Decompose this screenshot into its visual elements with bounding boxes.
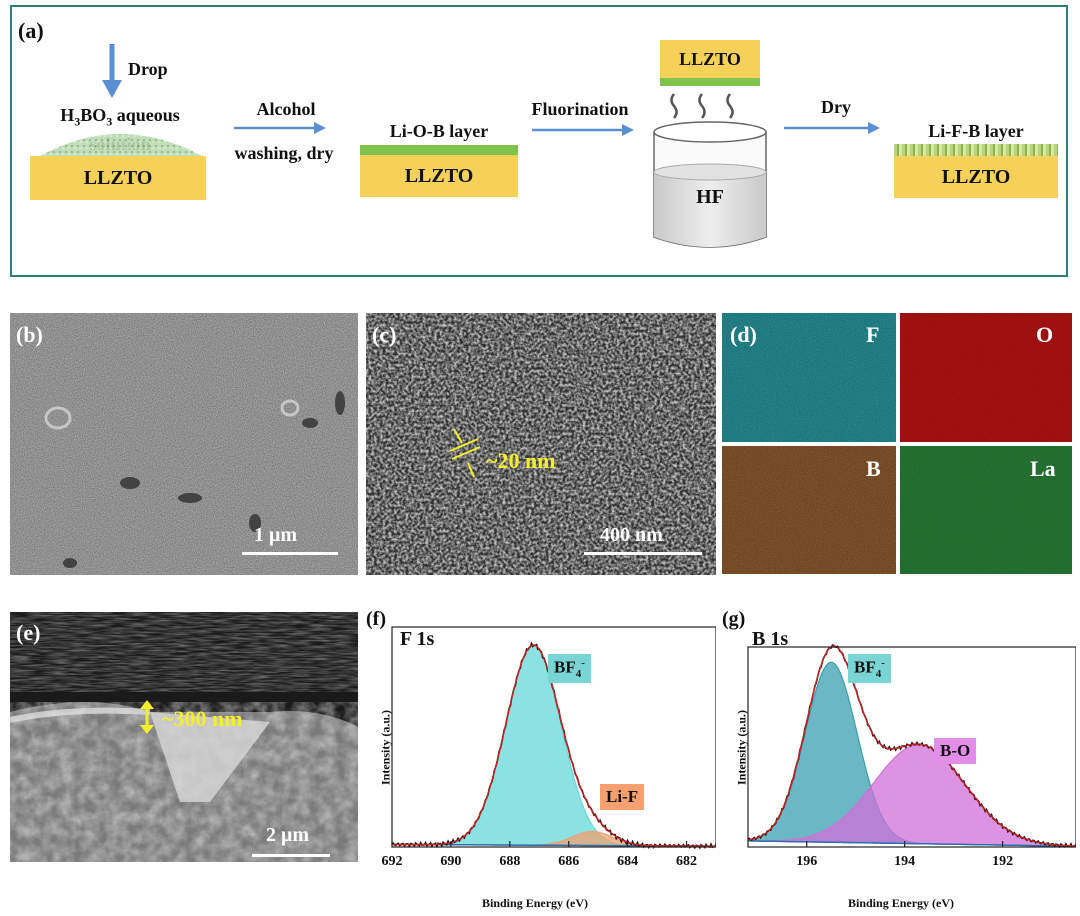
x-tick-label-0: 692 — [382, 854, 403, 869]
panel-a-label: (a) — [18, 18, 44, 43]
x-tick-label-5: 682 — [676, 854, 697, 869]
eds-label-la: La — [1030, 456, 1056, 481]
scale-label-e: 2 μm — [266, 824, 309, 846]
sem-image-e — [10, 612, 358, 862]
panel-f-label: (f) — [366, 608, 386, 630]
chart-g-xlabel: Binding Energy (eV) — [848, 896, 955, 910]
eds-map-o — [900, 313, 1072, 442]
scale-bar-b — [242, 552, 338, 555]
panel-d-label: (d) — [730, 322, 757, 347]
xps-chart-f1s: 692 690 688 686 684 682 — [382, 626, 716, 869]
arrow-right-icon — [784, 122, 880, 134]
chart-g-ylabel: Intensity (a.u.) — [734, 710, 749, 786]
xps-chart-b1s: 196 194 192 — [747, 644, 1076, 869]
peak-label-bf4-g: BF4- — [848, 654, 891, 684]
chart-f-title: F 1s — [400, 628, 435, 650]
feature-label-e: ~300 nm — [162, 706, 243, 731]
plot-frame — [747, 646, 1076, 848]
chart-f-xlabel: Binding Energy (eV) — [482, 896, 589, 910]
peak-label-lif: Li-F — [600, 784, 645, 810]
fit-envelope-line — [392, 644, 716, 847]
schematic-panel — [10, 5, 1068, 277]
x-tick-label-2: 688 — [499, 854, 520, 869]
x-tick-label-4: 684 — [617, 854, 638, 869]
eds-label-o: O — [1036, 322, 1054, 347]
llzto-substrate-4: LLZTO — [894, 156, 1058, 198]
chart-f-ylabel: Intensity (a.u.) — [378, 710, 393, 786]
scale-bar-e — [252, 854, 330, 857]
hf-beaker-icon — [653, 93, 767, 248]
x-tick-label-2: 192 — [992, 854, 1013, 869]
sem-image-b — [10, 313, 358, 575]
scale-label-c: 400 nm — [600, 524, 663, 546]
hf-label: HF — [696, 186, 724, 208]
fluorination-label: Fluorination — [531, 99, 629, 119]
chart-g-title: B 1s — [752, 628, 789, 650]
x-tick-label-1: 194 — [894, 854, 915, 869]
eds-map-b — [722, 446, 896, 574]
eds-map-la — [900, 446, 1072, 574]
lfb-layer-label: Li-F-B layer — [928, 121, 1024, 141]
layer-strip-3 — [660, 78, 760, 86]
x-tick-label-0: 196 — [796, 854, 817, 869]
peak-label-bf4-f: BF4- — [548, 654, 591, 684]
fit-envelope-line — [747, 645, 1076, 847]
peak-label-bo: B-O — [934, 738, 977, 764]
llzto-substrate-2: LLZTO — [360, 155, 518, 197]
x-tick-label-3: 686 — [558, 854, 579, 869]
x-tick-label-1: 690 — [440, 854, 461, 869]
eds-label-f: F — [866, 322, 880, 347]
drop-label: Drop — [128, 59, 168, 79]
drop-arrow-icon — [102, 44, 122, 98]
droplet-shape — [40, 134, 202, 156]
eds-label-b: B — [866, 456, 881, 481]
panel-c-label: (c) — [372, 322, 397, 347]
lob-layer-label: Li-O-B layer — [389, 121, 489, 141]
arrow-right-icon — [234, 122, 326, 134]
lob-layer-strip — [360, 145, 518, 155]
llzto-substrate-3: LLZTO — [660, 40, 760, 78]
scale-label-b: 1 μm — [254, 524, 297, 546]
baseline-line — [748, 840, 1076, 848]
sem-image-c — [366, 313, 716, 575]
llzto-substrate-1: LLZTO — [30, 156, 206, 200]
lfb-layer-strip — [894, 144, 1058, 156]
double-arrow-icon — [140, 700, 154, 734]
feature-label-c: ~20 nm — [486, 448, 556, 473]
washing-label: washing, dry — [234, 143, 334, 163]
panel-b-label: (b) — [16, 322, 43, 347]
arrow-right-icon — [532, 124, 634, 136]
panel-g-label: (g) — [722, 608, 746, 630]
plot-frame — [391, 626, 716, 848]
feature-marker-c — [449, 428, 481, 478]
scale-bar-c — [584, 552, 702, 555]
alcohol-label: Alcohol — [256, 99, 316, 119]
eds-map-f — [722, 313, 896, 442]
panel-e-label: (e) — [16, 620, 41, 645]
dry-label: Dry — [821, 97, 851, 117]
